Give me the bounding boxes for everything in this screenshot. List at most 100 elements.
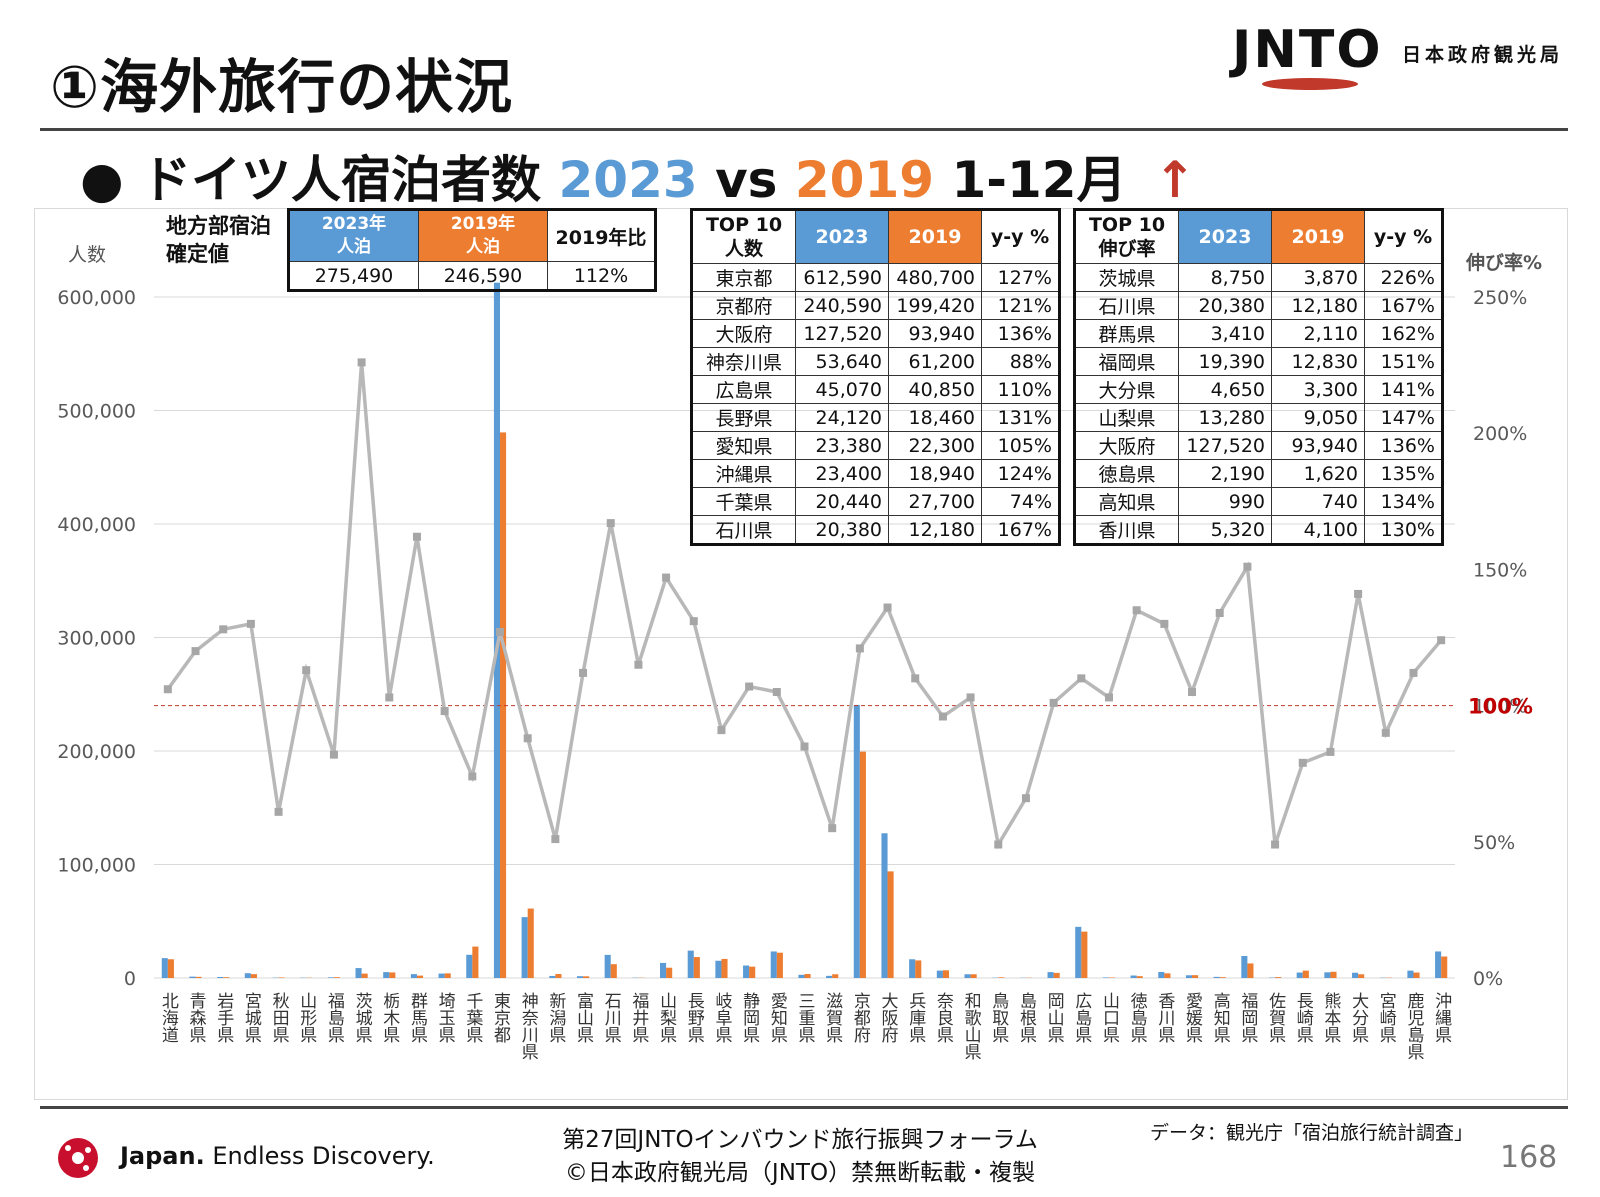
bar-2023 bbox=[1324, 972, 1331, 978]
top10-growth-row: 福岡県 19,390 12,830 151% bbox=[1074, 347, 1443, 376]
bar-2023 bbox=[1296, 972, 1303, 978]
top10-count-cell: 27,700 bbox=[888, 487, 982, 516]
bar-2019 bbox=[1219, 977, 1226, 978]
x-tick-label: 栃木県 bbox=[379, 992, 400, 1043]
line-point bbox=[1160, 619, 1169, 628]
bar-2023 bbox=[466, 954, 473, 978]
bar-2019 bbox=[915, 960, 922, 978]
y2-tick-label: 100% bbox=[1473, 696, 1527, 718]
line-point bbox=[828, 824, 837, 833]
bar-2019 bbox=[583, 976, 590, 978]
bar-2023 bbox=[438, 973, 445, 978]
line-point bbox=[191, 647, 200, 656]
bar-2019 bbox=[278, 977, 285, 978]
top10-growth-cell: 162% bbox=[1364, 319, 1443, 348]
top10-growth-cell: 226% bbox=[1364, 263, 1443, 292]
top10-growth-row: 石川県 20,380 12,180 167% bbox=[1074, 291, 1443, 320]
bar-2023 bbox=[964, 974, 971, 978]
bar-2023 bbox=[217, 976, 224, 978]
top10-count-cell: 127% bbox=[981, 263, 1060, 292]
bar-2019 bbox=[1247, 963, 1254, 978]
line-point bbox=[219, 625, 228, 634]
top10-count-cell: 東京都 bbox=[691, 263, 796, 292]
bar-2023 bbox=[327, 977, 334, 978]
top10-count-cell: 12,180 bbox=[888, 515, 982, 545]
top10-growth-header-yy: y-y % bbox=[1364, 209, 1443, 264]
top10-growth-header-label: TOP 10 伸び率 bbox=[1074, 209, 1179, 264]
bar-2019 bbox=[472, 946, 479, 978]
x-tick-label: 茨城県 bbox=[352, 992, 373, 1043]
top10-count-row: 愛知県 23,380 22,300 105% bbox=[691, 431, 1060, 460]
bar-2019 bbox=[361, 973, 368, 978]
top10-count-cell: 199,420 bbox=[888, 291, 982, 320]
line-point bbox=[274, 807, 283, 816]
top10-count-cell: 石川県 bbox=[691, 515, 796, 545]
forum-line2: ©日本政府観光局（JNTO）禁無断転載・複製 bbox=[564, 1160, 1036, 1186]
x-tick-label: 静岡県 bbox=[739, 992, 760, 1043]
x-tick-label: 新潟県 bbox=[545, 992, 566, 1043]
bar-2023 bbox=[244, 973, 251, 978]
y-axis-title: 人数 bbox=[68, 244, 107, 266]
summary-val-ratio: 112% bbox=[547, 261, 656, 291]
x-tick-label: 東京都 bbox=[490, 992, 511, 1043]
x-tick-label: 島根県 bbox=[1016, 992, 1037, 1043]
x-tick-label: 広島県 bbox=[1071, 992, 1092, 1043]
top10-growth-cell: 93,940 bbox=[1271, 431, 1365, 460]
y2-tick-label: 0% bbox=[1473, 968, 1503, 990]
top10-growth-row: 高知県 990 740 134% bbox=[1074, 487, 1443, 516]
top10-count-cell: 612,590 bbox=[795, 263, 889, 292]
x-tick-label: 福井県 bbox=[628, 992, 649, 1043]
top10-count-cell: 沖縄県 bbox=[691, 459, 796, 488]
top10-growth-cell: 13,280 bbox=[1178, 403, 1272, 432]
bar-2023 bbox=[1185, 975, 1193, 978]
top10-growth-cell: 大分県 bbox=[1074, 375, 1179, 404]
x-tick-label: 福島県 bbox=[324, 992, 345, 1043]
x-tick-label: 和歌山県 bbox=[961, 992, 982, 1060]
y2-tick-label: 250% bbox=[1473, 287, 1527, 309]
forum-credit: 第27回JNTOインバウンド旅行振興フォーラム ©日本政府観光局（JNTO）禁無… bbox=[520, 1124, 1080, 1190]
top10-growth-cell: 147% bbox=[1364, 403, 1443, 432]
subtitle-vs: vs bbox=[715, 151, 778, 209]
bar-2019 bbox=[970, 974, 977, 978]
bar-2019 bbox=[195, 976, 202, 978]
y-tick-label: 100,000 bbox=[57, 855, 136, 877]
jnto-logo: JNTO bbox=[1232, 20, 1383, 80]
top10-growth-row: 山梨県 13,280 9,050 147% bbox=[1074, 403, 1443, 432]
top10-growth-row: 大阪府 127,520 93,940 136% bbox=[1074, 431, 1443, 460]
top10-count-cell: 61,200 bbox=[888, 347, 982, 376]
top10-count-cell: 127,520 bbox=[795, 319, 889, 348]
bar-2023 bbox=[1213, 976, 1220, 978]
summary-table: 2023年 人泊 2019年 人泊 2019年比 275,490 246,590 1… bbox=[287, 208, 657, 292]
top10-growth-table: TOP 10 伸び率 2023 2019 y-y % 茨城県 8,750 3,870 2… bbox=[1073, 208, 1444, 546]
line-point bbox=[329, 750, 338, 759]
line-point bbox=[911, 674, 920, 683]
page-title: ①海外旅行の状況 bbox=[50, 53, 514, 121]
top10-growth-row: 大分県 4,650 3,300 141% bbox=[1074, 375, 1443, 404]
top10-growth-cell: 12,180 bbox=[1271, 291, 1365, 320]
bar-2023 bbox=[1241, 955, 1248, 978]
summary-val-2023: 275,490 bbox=[288, 261, 419, 291]
bar-2023 bbox=[909, 959, 916, 978]
bullet: ● bbox=[80, 151, 124, 209]
japan-brand-flower-icon bbox=[58, 1138, 98, 1178]
line-point bbox=[579, 668, 588, 677]
x-tick-label: 山梨県 bbox=[656, 992, 677, 1043]
top10-count-cell: 121% bbox=[981, 291, 1060, 320]
top10-count-cell: 広島県 bbox=[691, 375, 796, 404]
top10-growth-cell: 151% bbox=[1364, 347, 1443, 376]
line-point bbox=[606, 519, 615, 528]
bar-2019 bbox=[250, 974, 257, 978]
bar-2023 bbox=[1075, 926, 1082, 978]
top10-count-cell: 240,590 bbox=[795, 291, 889, 320]
summary-label-line2: 確定値 bbox=[166, 242, 229, 266]
bar-2019 bbox=[776, 952, 783, 978]
line-point bbox=[163, 685, 172, 694]
top10-count-cell: 74% bbox=[981, 487, 1060, 516]
bar-2023 bbox=[410, 974, 417, 978]
line-point bbox=[634, 660, 643, 669]
footer-divider bbox=[40, 1106, 1568, 1109]
top10-count-row: 千葉県 20,440 27,700 74% bbox=[691, 487, 1060, 516]
line-point bbox=[938, 712, 947, 721]
top10-count-header-yy: y-y % bbox=[981, 209, 1060, 264]
